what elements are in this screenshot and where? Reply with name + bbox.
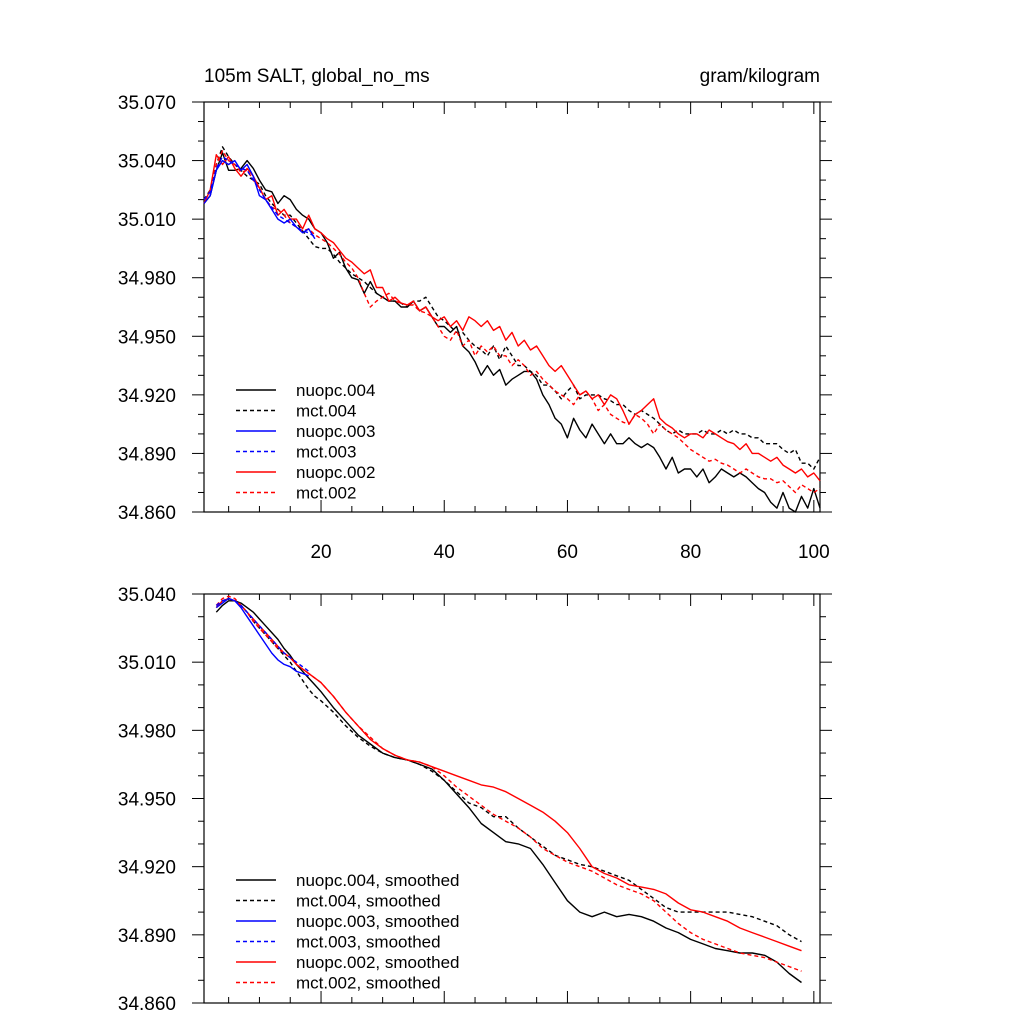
x-tick-label: 40	[434, 542, 455, 563]
y-tick-label: 34.920	[118, 858, 176, 879]
y-tick-label: 34.980	[118, 721, 176, 742]
x-tick-label: 20	[310, 542, 331, 563]
legend-label: nuopc.004, smoothed	[296, 871, 460, 890]
y-tick-label: 35.070	[118, 93, 176, 114]
chart-units-label: gram/kilogram	[700, 66, 820, 87]
y-tick-label: 34.860	[118, 503, 176, 524]
series-line-3	[203, 155, 316, 238]
legend-label: mct.003, smoothed	[296, 933, 441, 952]
series-line-2	[215, 597, 309, 677]
series-line-2	[203, 159, 316, 240]
y-tick-label: 35.040	[118, 585, 176, 606]
y-tick-label: 35.010	[118, 210, 176, 231]
y-tick-label: 34.980	[118, 269, 176, 290]
chart-title: 105m SALT, global_no_ms	[204, 66, 430, 87]
y-tick-label: 34.950	[118, 790, 176, 811]
x-tick-label: 80	[680, 542, 701, 563]
bottom-panel: 35.040 35.010 34.980 34.950 34.920 34.890 34.8…	[118, 585, 832, 1015]
legend-label: mct.002	[296, 484, 356, 503]
x-tick-label: 60	[557, 542, 578, 563]
series-line-1	[215, 597, 802, 943]
series-line-0	[215, 600, 802, 984]
legend-label: mct.002, smoothed	[296, 974, 441, 993]
top-panel: 20 40 60 80 100 35.070 35.040 35.010 34.980 34.95…	[118, 93, 832, 563]
legend-label: nuopc.002	[296, 463, 375, 482]
series-line-5	[215, 595, 802, 972]
series-line-0	[203, 152, 821, 513]
series-line-4	[203, 153, 821, 482]
x-tick-label: 100	[798, 542, 830, 563]
y-tick-label: 35.040	[118, 152, 176, 173]
y-tick-label: 34.890	[118, 926, 176, 947]
plot-frame	[203, 101, 821, 513]
legend-label: nuopc.003, smoothed	[296, 912, 460, 931]
legend-label: nuopc.004	[296, 381, 375, 400]
series-line-1	[203, 146, 821, 470]
legend-label: mct.004, smoothed	[296, 892, 441, 911]
legend-label: nuopc.002, smoothed	[296, 953, 460, 972]
legend-label: mct.003	[296, 443, 356, 462]
y-tick-label: 34.920	[118, 386, 176, 407]
y-tick-label: 34.890	[118, 444, 176, 465]
y-tick-label: 35.010	[118, 653, 176, 674]
y-tick-label: 34.860	[118, 994, 176, 1015]
legend-label: nuopc.003	[296, 422, 375, 441]
series-line-3	[215, 597, 310, 672]
y-tick-label: 34.950	[118, 327, 176, 348]
legend-label: mct.004	[296, 402, 356, 421]
